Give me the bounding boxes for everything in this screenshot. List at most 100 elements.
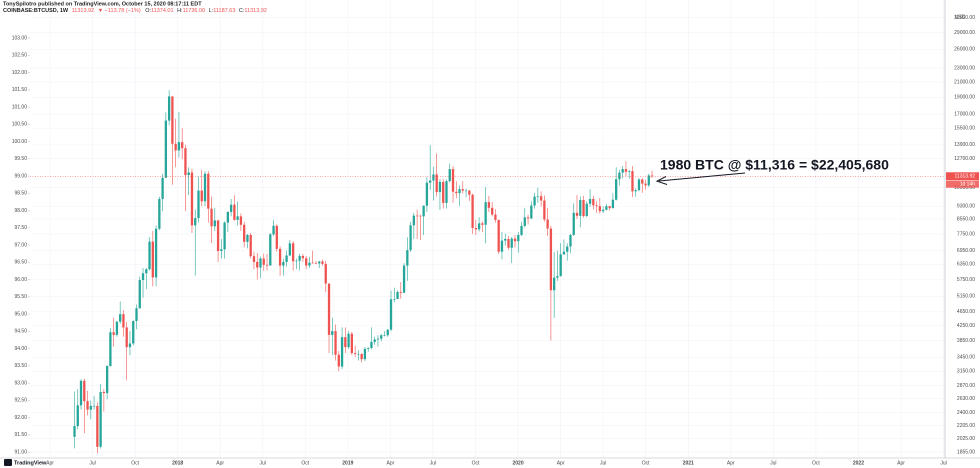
candle-body (650, 175, 654, 177)
axes: 91.00 91.50 92.00 92.50 93.00 93.50 94.00 94.50… (12, 15, 976, 466)
x-tick-label: 2019 (342, 460, 353, 466)
candle-body (269, 234, 272, 266)
y-tick-label: 91.00 (14, 449, 27, 455)
candle-body (624, 169, 628, 172)
candle-body (122, 314, 125, 328)
candle-body (517, 234, 520, 242)
candle-body (647, 175, 650, 186)
y-tick-label: 102.00 (12, 70, 28, 76)
candle-body (148, 241, 151, 270)
y-tick-label: 93.00 (14, 380, 27, 386)
annotation: 1980 BTC @ $11,316 = $22,405,680 (660, 157, 889, 173)
y2-tick-label: 5150.00 (957, 294, 975, 300)
candle-body (262, 258, 265, 265)
y2-tick-label: 26000.00 (954, 47, 975, 53)
candle-body (380, 335, 383, 339)
last-price-box (946, 172, 979, 181)
x-tick-label: Jul (260, 460, 266, 466)
y2-tick-label: 23000.00 (954, 65, 975, 71)
axis-unit: USD (955, 14, 966, 20)
candle-body (210, 208, 213, 227)
y2-tick-label: 2870.00 (957, 383, 975, 389)
candle-body (347, 333, 350, 348)
x-tick-label: Apr (557, 460, 565, 466)
candle-body (298, 255, 301, 261)
candle-body (549, 228, 553, 291)
candle-body (533, 196, 536, 206)
candle-body (145, 269, 148, 274)
candle-body (357, 353, 360, 355)
x-tick-label: Apr (727, 460, 735, 466)
candle-body (207, 173, 210, 209)
candle-body (265, 264, 269, 266)
candle-body (102, 391, 106, 394)
y2-tick-label: 4250.00 (957, 323, 975, 329)
candle-body (226, 212, 230, 223)
candle-body (500, 240, 504, 252)
candle-body (194, 218, 197, 226)
candle-body (167, 96, 171, 121)
candle-body (539, 196, 543, 201)
candle-body (174, 143, 177, 151)
y-tick-label: 102.50 (12, 53, 28, 59)
candle-body (422, 205, 425, 217)
y-tick-label: 99.00 (14, 173, 27, 179)
candle-body (236, 216, 239, 220)
candle-body (249, 234, 252, 257)
y2-tick-label: 9300.00 (957, 203, 975, 209)
candle-body (579, 200, 582, 216)
candle-body (161, 177, 164, 199)
candle-body (556, 276, 559, 278)
candle-body (598, 206, 601, 212)
candle-body (477, 223, 481, 230)
candle-body (305, 258, 308, 266)
candle-body (559, 254, 562, 277)
candle-body (190, 172, 194, 226)
x-tick-label: 2021 (683, 460, 694, 466)
candle-body (461, 189, 464, 191)
x-tick-label: Jul (770, 460, 776, 466)
y-tick-label: 91.50 (14, 432, 27, 438)
candle-body (353, 353, 357, 354)
candle-body (203, 173, 207, 202)
candle-body (73, 426, 76, 437)
candle-body (86, 401, 89, 410)
x-tick-label: Jul (89, 460, 95, 466)
candle-body (432, 174, 435, 181)
y2-tick-label: 10500.00 (954, 185, 975, 191)
candle-body (223, 222, 226, 250)
candle-body (308, 262, 311, 266)
candle-body (327, 283, 331, 335)
candle-body (611, 199, 615, 209)
y2-tick-label: 29000.00 (954, 30, 975, 36)
y-tick-label: 100.50 (12, 122, 28, 128)
candle-body (340, 337, 344, 367)
candle-body (615, 179, 618, 200)
x-tick-label: Oct (301, 460, 309, 466)
candle-body (151, 241, 154, 278)
candle-body (360, 353, 363, 360)
candle-body (415, 215, 419, 217)
candle-body (213, 220, 216, 227)
candle-body (448, 169, 451, 182)
candle-body (252, 256, 256, 262)
candle-body (184, 148, 187, 176)
y-tick-label: 100.00 (12, 139, 28, 145)
candle-body (79, 380, 83, 406)
y2-tick-label: 32000.00 (954, 15, 975, 21)
countdown-box (946, 180, 979, 188)
candle-body (536, 196, 539, 197)
candle-body (419, 215, 422, 217)
candle-body (239, 216, 243, 225)
y2-tick-label: 3850.00 (957, 338, 975, 344)
candle-body (337, 354, 340, 367)
y2-tick-label: 4650.00 (957, 309, 975, 315)
candle-body (445, 181, 448, 203)
candle-body (605, 206, 608, 210)
x-tick-label: Jul (600, 460, 606, 466)
y2-tick-label: 2630.00 (957, 396, 975, 402)
candle-body (595, 205, 598, 207)
candle-body (301, 255, 305, 259)
candle-body (406, 250, 409, 266)
ohlc-val: 11374.01 (151, 8, 174, 14)
